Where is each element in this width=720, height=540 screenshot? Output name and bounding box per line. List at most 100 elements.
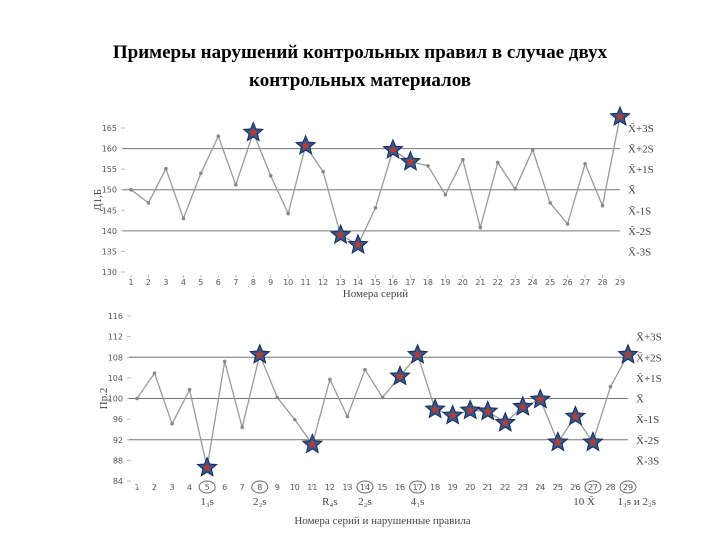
x-tick-label: 4 <box>187 483 192 492</box>
data-point <box>152 371 157 376</box>
y-tick-label: 135 <box>102 247 117 256</box>
rule-label: 10 X̄ <box>573 496 595 508</box>
y-tick-label: 96 <box>113 415 123 424</box>
x-tick-label: 18 <box>430 483 440 492</box>
y-axis-label: Д1,Б <box>92 189 104 211</box>
data-point <box>170 421 174 426</box>
violation-star-center <box>406 157 415 166</box>
x-tick-label: 24 <box>535 483 545 492</box>
x-tick-label: 3 <box>163 278 168 287</box>
y-tick-label: 130 <box>102 268 117 277</box>
x-tick-label: 6 <box>216 278 221 287</box>
x-tick-label: 19 <box>448 483 458 492</box>
data-point <box>478 225 483 230</box>
slide-title: контрольных материалов <box>249 70 471 91</box>
data-point <box>363 367 367 372</box>
violation-star-center <box>430 404 440 413</box>
x-axis-label: Номера серий <box>343 288 408 300</box>
x-tick-label: 24 <box>528 278 538 287</box>
data-point <box>380 395 385 400</box>
control-label: X̄-3S <box>636 455 659 467</box>
slide-title: Примеры нарушений контрольных правил в с… <box>113 42 608 63</box>
rule-label: R₄s <box>322 496 337 508</box>
data-point <box>548 201 552 205</box>
x-tick-label: 2 <box>146 278 151 287</box>
circled-run <box>198 480 216 494</box>
circled-run <box>251 480 269 494</box>
data-point <box>600 203 605 208</box>
violation-star-center <box>308 439 317 448</box>
x-tick-label: 7 <box>233 278 238 287</box>
x-tick-label: 26 <box>570 483 580 492</box>
violation-star-center <box>249 128 258 137</box>
x-tick-label: 9 <box>275 483 280 492</box>
data-line <box>136 352 629 468</box>
x-tick-label: 10 <box>290 483 300 492</box>
data-point <box>268 173 273 178</box>
data-point <box>321 169 325 174</box>
control-label: X̄ <box>628 185 636 197</box>
data-point <box>373 206 378 210</box>
data-point <box>495 160 500 165</box>
rule-label: 2₂s <box>253 496 267 508</box>
control-label: X̄-1S <box>628 205 651 217</box>
x-tick-label: 1 <box>128 278 133 287</box>
data-point <box>328 377 332 382</box>
y-tick-label: 116 <box>108 312 123 321</box>
x-tick-label: 27 <box>588 483 598 492</box>
y-tick-label: 100 <box>108 395 123 404</box>
y-tick-label: 92 <box>113 436 123 445</box>
control-label: X̄-2S <box>636 435 659 447</box>
data-point <box>233 182 238 187</box>
x-tick-label: 12 <box>325 483 335 492</box>
x-tick-label: 11 <box>301 278 311 287</box>
rule-label: 4₁s <box>411 496 425 508</box>
y-tick-label: 140 <box>102 227 117 236</box>
violation-star-center <box>388 145 398 154</box>
control-label: X̄+2S <box>628 144 654 156</box>
control-label: X̄-1S <box>636 414 659 426</box>
x-tick-label: 3 <box>170 483 175 492</box>
circled-run <box>584 480 602 494</box>
x-tick-label: 15 <box>377 483 387 492</box>
control-label: X̄+3S <box>636 332 662 344</box>
data-point <box>513 187 518 191</box>
x-tick-label: 21 <box>483 483 493 492</box>
x-tick-label: 20 <box>458 278 468 287</box>
rule-label: 2₂s <box>358 496 372 508</box>
x-axis-label: Номера серий и нарушенные правила <box>294 515 470 527</box>
violation-star-center <box>518 402 528 411</box>
x-tick-label: 1 <box>134 483 139 492</box>
violation-star-center <box>588 437 598 446</box>
x-tick-label: 28 <box>597 278 607 287</box>
violation-star-center <box>615 112 625 121</box>
data-point <box>426 164 430 168</box>
x-tick-label: 16 <box>395 483 405 492</box>
y-tick-label: 145 <box>102 206 117 215</box>
y-tick-label: 104 <box>108 374 123 383</box>
y-tick-label: 160 <box>102 145 117 154</box>
violation-star-center <box>448 411 457 420</box>
y-tick-label: 88 <box>113 456 123 465</box>
violation-star-center <box>501 418 510 427</box>
x-tick-label: 28 <box>605 483 615 492</box>
control-label: X̄-3S <box>628 246 651 258</box>
data-point <box>345 414 350 419</box>
x-tick-label: 19 <box>440 278 450 287</box>
violation-star-center <box>465 405 475 414</box>
x-tick-label: 25 <box>553 483 563 492</box>
x-tick-label: 22 <box>500 483 510 492</box>
data-point <box>181 216 186 221</box>
control-label: X̄+2S <box>636 352 662 364</box>
control-label: X̄-2S <box>628 226 651 238</box>
rule-label: 1₃s и 2₂s <box>617 496 656 508</box>
violation-star-center <box>571 412 580 421</box>
violation-star-center <box>255 350 264 359</box>
x-tick-label: 27 <box>580 278 590 287</box>
control-label: X̄+1S <box>628 164 654 176</box>
x-tick-label: 29 <box>623 483 633 492</box>
violation-star-center <box>202 463 212 472</box>
x-tick-label: 6 <box>222 483 227 492</box>
data-point <box>565 222 570 226</box>
